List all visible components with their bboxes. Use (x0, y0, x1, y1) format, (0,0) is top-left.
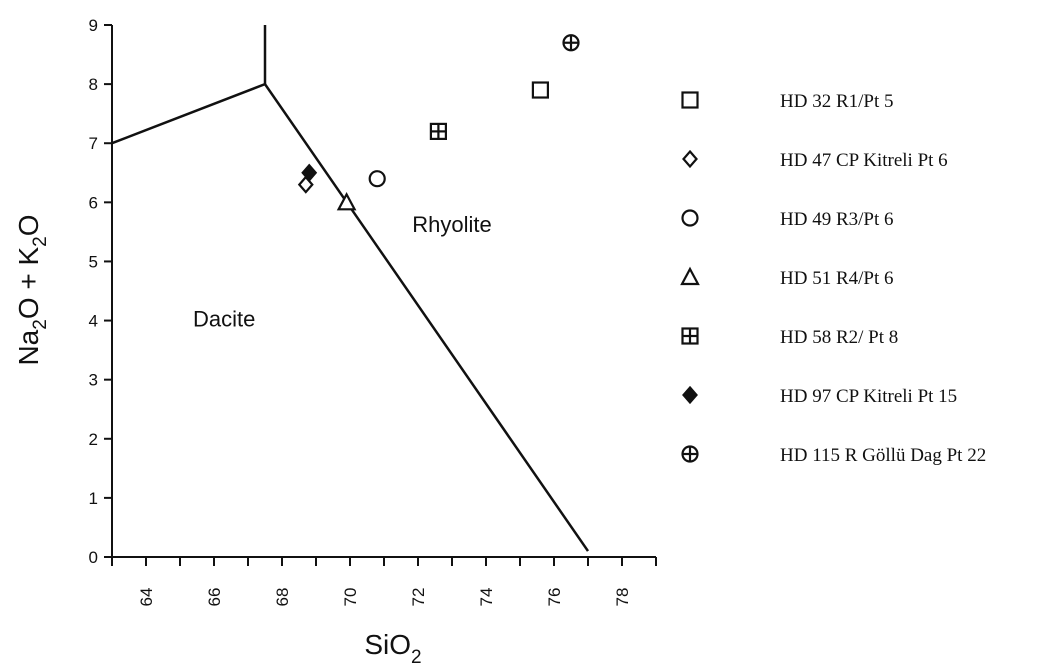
x-tick-label: 72 (409, 588, 428, 607)
legend-item: HD 97 CP Kitreli Pt 15 (682, 385, 957, 407)
legend-marker (682, 385, 698, 405)
y-tick-label: 1 (89, 489, 98, 508)
y-tick-label: 2 (89, 430, 98, 449)
x-tick-label: 64 (137, 588, 156, 607)
y-tick-label: 5 (89, 252, 98, 271)
marker-shape (682, 149, 698, 169)
data-point (562, 34, 580, 52)
legend: HD 32 R1/Pt 5 HD 47 CP Kitreli Pt 6 HD 49 … (680, 91, 986, 466)
legend-marker (681, 445, 699, 463)
legend-label: HD 115 R Göllü Dag Pt 22 (780, 445, 986, 466)
legend-label: HD 51 R4/Pt 6 (780, 268, 894, 289)
marker-shape (681, 209, 699, 227)
y-tick-label: 6 (89, 193, 98, 212)
data-point (531, 81, 550, 99)
x-tick-label: 70 (341, 588, 360, 607)
data-point (301, 163, 318, 182)
y-tick-label: 0 (89, 548, 98, 567)
y-axis-title: Na2O + K2O (13, 214, 51, 365)
legend-marker (681, 91, 699, 109)
y-tick-label: 8 (89, 75, 98, 94)
marker-shape (531, 81, 550, 99)
field-label: Dacite (193, 306, 255, 331)
legend-marker (681, 327, 699, 345)
legend-label: HD 47 CP Kitreli Pt 6 (780, 150, 948, 171)
x-tick-label: 68 (273, 588, 292, 607)
marker-shape (680, 266, 700, 286)
data-point (368, 170, 386, 188)
y-tick-label: 9 (89, 16, 98, 35)
legend-label: HD 32 R1/Pt 5 (780, 91, 894, 112)
legend-marker (680, 266, 700, 286)
legend-item: HD 115 R Göllü Dag Pt 22 (681, 445, 986, 466)
legend-label: HD 97 CP Kitreli Pt 15 (780, 386, 957, 407)
field-label: Rhyolite (412, 212, 491, 237)
legend-label: HD 58 R2/ Pt 8 (780, 327, 898, 348)
legend-item: HD 49 R3/Pt 6 (681, 209, 894, 230)
x-axis-title: SiO2 (364, 629, 421, 666)
legend-item: HD 58 R2/ Pt 8 (681, 327, 898, 348)
marker-shape (681, 91, 699, 109)
y-tick-label: 4 (89, 312, 98, 331)
data-point (336, 191, 357, 211)
marker-shape (368, 170, 386, 188)
x-tick-label: 76 (545, 588, 564, 607)
field-boundary-line (111, 82, 590, 552)
x-tick-label: 78 (613, 588, 632, 607)
x-tick-label: 74 (477, 588, 496, 607)
marker-shape (682, 385, 698, 405)
x-tick-label: 66 (205, 588, 224, 607)
legend-item: HD 51 R4/Pt 6 (680, 266, 894, 289)
legend-marker (682, 149, 698, 169)
y-tick-label: 7 (89, 134, 98, 153)
legend-label: HD 49 R3/Pt 6 (780, 209, 894, 230)
y-tick-label: 3 (89, 371, 98, 390)
marker-shape (301, 163, 318, 182)
legend-item: HD 32 R1/Pt 5 (681, 91, 894, 112)
legend-item: HD 47 CP Kitreli Pt 6 (682, 149, 948, 171)
marker-shape (336, 191, 357, 211)
legend-marker (681, 209, 699, 227)
data-point (429, 122, 447, 141)
